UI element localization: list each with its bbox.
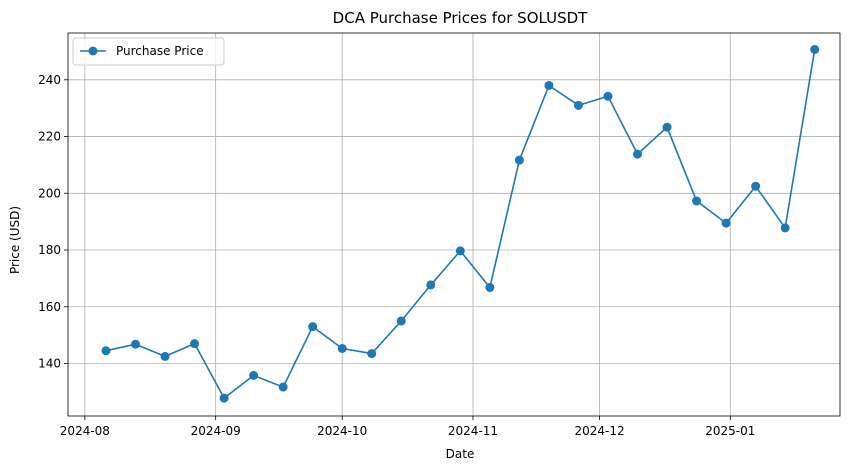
y-axis-ticks: 140 160 180 200 220 240 xyxy=(38,73,68,371)
legend: Purchase Price xyxy=(72,37,225,66)
y-tick-label: 220 xyxy=(38,130,61,144)
data-point xyxy=(160,351,170,361)
y-tick-label: 140 xyxy=(38,357,61,371)
data-point xyxy=(485,282,495,292)
y-tick-label: 240 xyxy=(38,73,61,87)
chart-title: DCA Purchase Prices for SOLUSDT xyxy=(333,9,588,27)
data-point xyxy=(692,196,702,206)
x-axis-label: Date xyxy=(446,447,475,461)
data-point xyxy=(219,393,229,403)
data-point xyxy=(308,322,318,332)
data-point xyxy=(130,339,140,349)
legend-point-marker xyxy=(88,46,98,56)
x-tick-label: 2024-09 xyxy=(191,424,241,438)
data-point xyxy=(573,100,583,110)
y-tick-label: 160 xyxy=(38,300,61,314)
data-point xyxy=(544,80,554,90)
x-tick-label: 2025-01 xyxy=(705,424,755,438)
data-point xyxy=(721,218,731,228)
legend-box xyxy=(72,37,225,66)
plot-frame xyxy=(67,32,841,417)
series-line-group xyxy=(101,44,820,403)
x-tick-label: 2024-08 xyxy=(60,424,110,438)
data-point xyxy=(367,349,377,359)
data-point xyxy=(396,316,406,326)
x-tick-label: 2024-10 xyxy=(317,424,367,438)
y-tick-label: 200 xyxy=(38,186,61,200)
data-point xyxy=(751,181,761,191)
data-point xyxy=(780,223,790,233)
x-axis-ticks: 2024-08 2024-09 2024-10 2024-11 2024-12 2025-… xyxy=(60,416,755,438)
x-tick-label: 2024-11 xyxy=(448,424,498,438)
series-line xyxy=(105,49,816,399)
axes-border xyxy=(67,32,841,417)
y-axis-label: Price (USD) xyxy=(8,206,22,274)
data-point xyxy=(514,155,524,165)
data-point xyxy=(426,280,436,290)
data-point xyxy=(337,343,347,353)
y-tick-label: 180 xyxy=(38,243,61,257)
data-point xyxy=(249,370,259,380)
data-point xyxy=(633,149,643,159)
legend-entry-purchase-price: Purchase Price xyxy=(116,44,204,58)
data-point xyxy=(190,339,200,349)
x-tick-label: 2024-12 xyxy=(574,424,624,438)
data-point xyxy=(101,346,111,356)
data-point xyxy=(278,382,288,392)
data-point xyxy=(603,91,613,101)
data-point xyxy=(455,246,465,256)
data-point xyxy=(810,44,820,54)
data-point xyxy=(662,122,672,132)
